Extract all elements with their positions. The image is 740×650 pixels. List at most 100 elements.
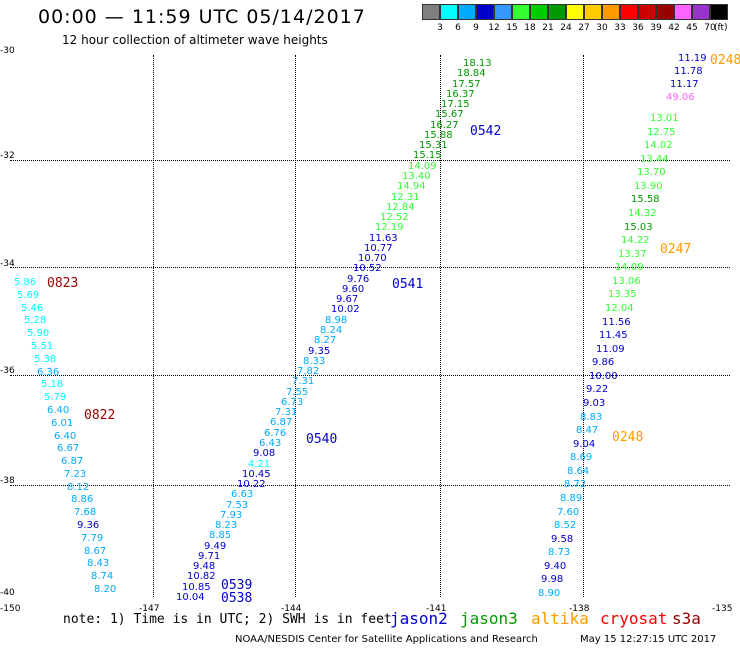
wave-height-value: 10.77 (364, 243, 393, 254)
wave-height-value: 13.70 (637, 167, 666, 178)
wave-height-value: 6.01 (51, 418, 74, 429)
wave-height-value: 10.00 (589, 371, 618, 382)
wave-height-value: 14.22 (621, 235, 650, 246)
scale-unit: (ft) (714, 23, 728, 33)
wave-height-value: 17.15 (441, 99, 470, 110)
wave-height-value: 12.04 (605, 303, 634, 314)
grid-line-lat (10, 375, 730, 376)
pass-label: 0247 (660, 242, 692, 257)
legend-cryosat: cryosat (600, 609, 668, 628)
grid-line-lon (295, 55, 296, 597)
lon-label: -135 (712, 604, 733, 614)
wave-height-value: 8.20 (94, 584, 117, 595)
wave-height-value: 10.82 (187, 571, 216, 582)
wave-height-value: 12.84 (386, 202, 415, 213)
wave-height-value: 8.72 (564, 479, 587, 490)
wave-height-value: 11.19 (678, 53, 707, 64)
wave-height-value: 7.31 (292, 376, 315, 387)
wave-height-map (10, 55, 730, 597)
wave-height-value: 6.63 (231, 489, 254, 500)
wave-height-value: 5.51 (31, 341, 54, 352)
wave-height-value: 8.86 (71, 494, 94, 505)
lat-label: -38 (0, 476, 15, 486)
pass-label: 0248 (612, 430, 644, 445)
pass-label: 0539 (221, 578, 253, 593)
wave-height-value: 12.52 (380, 212, 409, 223)
wave-height-value: 8.83 (580, 412, 603, 423)
scale-swatch (584, 4, 602, 20)
wave-height-value: 7.93 (220, 510, 243, 521)
lat-label: -40 (0, 588, 15, 598)
wave-height-value: 7.79 (81, 533, 104, 544)
wave-height-value: 15.67 (435, 109, 464, 120)
scale-label: 6 (455, 23, 461, 33)
scale-swatch (620, 4, 638, 20)
pass-label: 0248 (710, 53, 740, 68)
wave-height-value: 9.98 (541, 574, 564, 585)
lat-label: -32 (0, 151, 15, 161)
wave-height-value: 14.09 (615, 262, 644, 273)
wave-height-value: 14.32 (628, 208, 657, 219)
wave-height-value: 7.53 (226, 500, 249, 511)
scale-swatch (458, 4, 476, 20)
wave-height-value: 12.19 (375, 222, 404, 233)
scale-swatch (548, 4, 566, 20)
pass-label: 0822 (84, 408, 116, 423)
wave-height-value: 13.06 (612, 276, 641, 287)
scale-swatch (638, 4, 656, 20)
lon-label: -138 (569, 604, 590, 614)
wave-height-value: 6.76 (264, 428, 287, 439)
wave-height-value: 10.52 (353, 263, 382, 274)
wave-height-value: 9.08 (253, 448, 276, 459)
scale-label: 18 (524, 23, 536, 33)
scale-label: 39 (650, 23, 662, 33)
lat-label: -36 (0, 366, 15, 376)
wave-height-value: 11.63 (369, 233, 398, 244)
wave-height-value: 5.18 (41, 379, 64, 390)
scale-swatch (602, 4, 620, 20)
scale-swatch (710, 4, 728, 20)
wave-height-value: 9.60 (342, 284, 365, 295)
wave-height-value: 14.02 (644, 140, 673, 151)
wave-height-value: 11.17 (670, 79, 699, 90)
wave-height-value: 49.06 (666, 92, 695, 103)
scale-swatch (656, 4, 674, 20)
lon-label: -141 (426, 604, 447, 614)
wave-height-value: 9.71 (198, 551, 221, 562)
wave-height-value: 10.85 (182, 582, 211, 593)
wave-height-value: 8.52 (554, 520, 577, 531)
wave-height-value: 8.73 (548, 547, 571, 558)
pass-label: 0540 (306, 432, 338, 447)
wave-height-value: 12.31 (391, 192, 420, 203)
scale-label: 9 (473, 23, 479, 33)
wave-height-value: 8.98 (325, 315, 348, 326)
wave-height-value: 9.40 (544, 561, 567, 572)
scale-label: 3 (437, 23, 443, 33)
lat-label: -34 (0, 259, 15, 269)
scale-label: 30 (596, 23, 608, 33)
wave-height-value: 9.35 (308, 346, 331, 357)
wave-height-value: 8.85 (209, 530, 232, 541)
wave-height-value: 8.27 (314, 335, 337, 346)
wave-height-value: 9.58 (551, 534, 574, 545)
grid-line-lon (153, 55, 154, 597)
scale-label: 27 (578, 23, 590, 33)
wave-height-value: 6.40 (54, 431, 77, 442)
scale-swatch (422, 4, 440, 20)
wave-height-value: 9.76 (347, 274, 370, 285)
wave-height-value: 11.09 (596, 344, 625, 355)
wave-height-value: 4.21 (248, 459, 271, 470)
wave-height-value: 7.23 (64, 469, 87, 480)
wave-height-value: 8.33 (303, 356, 326, 367)
wave-height-value: 10.70 (358, 253, 387, 264)
wave-height-value: 10.22 (237, 479, 266, 490)
wave-height-value: 15.88 (424, 130, 453, 141)
map-title: 00:00 — 11:59 UTC 05/14/2017 (38, 6, 366, 28)
wave-height-value: 8.12 (67, 482, 90, 493)
wave-height-value: 5.69 (17, 290, 40, 301)
grid-line-lat (10, 485, 730, 486)
wave-height-value: 10.02 (331, 304, 360, 315)
grid-line-lat (10, 160, 730, 161)
wave-height-value: 17.57 (452, 79, 481, 90)
scale-label: 12 (488, 23, 500, 33)
